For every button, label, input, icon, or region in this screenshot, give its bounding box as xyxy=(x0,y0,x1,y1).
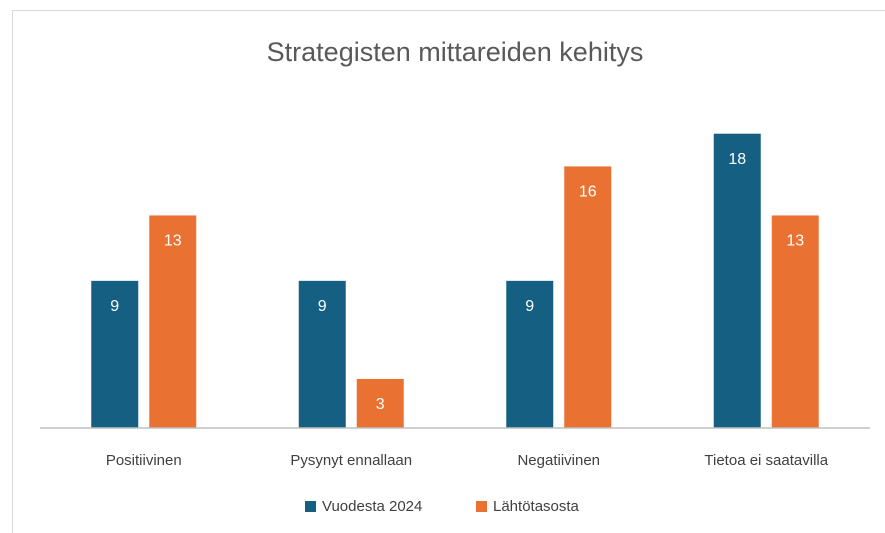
bar xyxy=(771,215,819,428)
data-label: 9 xyxy=(318,298,327,315)
data-label: 9 xyxy=(525,298,534,315)
data-label: 16 xyxy=(579,184,597,201)
data-label: 3 xyxy=(376,396,385,413)
data-label: 13 xyxy=(164,233,182,250)
chart-title: Strategisten mittareiden kehitys xyxy=(267,37,644,67)
bar xyxy=(91,280,139,428)
data-label: 18 xyxy=(728,151,746,168)
bar xyxy=(506,280,554,428)
bar xyxy=(149,215,197,428)
bar xyxy=(713,133,761,428)
x-tick-label: Positiivinen xyxy=(106,452,182,469)
x-tick-label: Negatiivinen xyxy=(517,452,600,469)
bar xyxy=(564,166,612,428)
x-tick-label: Pysynyt ennallaan xyxy=(290,452,412,469)
legend-swatch xyxy=(476,501,487,512)
bar xyxy=(356,378,404,428)
legend-swatch xyxy=(305,501,316,512)
legend-label: Lähtötasosta xyxy=(493,498,580,515)
bar xyxy=(298,280,346,428)
data-label: 13 xyxy=(786,233,804,250)
data-label: 9 xyxy=(110,298,119,315)
x-tick-label: Tietoa ei saatavilla xyxy=(704,452,828,469)
legend-label: Vuodesta 2024 xyxy=(322,498,422,515)
